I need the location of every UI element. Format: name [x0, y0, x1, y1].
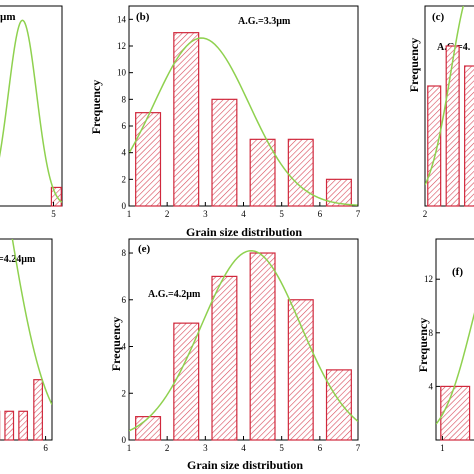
panel-f: (f) Frequency — [416, 266, 463, 372]
panel-f-ytick-label: 4 — [429, 381, 434, 391]
panel-c-label: (c) — [432, 11, 445, 23]
panel-e-bar — [135, 416, 162, 441]
panel-a: µm — [0, 11, 16, 23]
panel-b-ytick-label: 6 — [122, 121, 127, 131]
panel-b-bar — [135, 112, 162, 207]
panel-e-ytick-label: 0 — [122, 435, 127, 445]
panel-e-xtick-label: 6 — [318, 443, 323, 453]
panel-e-xtick-label: 5 — [279, 443, 284, 453]
panel-b-xtick-label: 4 — [241, 209, 246, 219]
panel-d-bar — [18, 410, 29, 441]
panel-b-axes-frame — [128, 5, 359, 207]
panel-e-ytick-label: 2 — [122, 388, 127, 398]
panel-e-xtick-label: 1 — [127, 443, 132, 453]
panel-c-fit-curve — [425, 6, 465, 186]
panel-e-xlabel: Grain size distribution — [187, 458, 303, 472]
panel-d-axes-frame — [0, 238, 53, 441]
panel-d-bar — [4, 410, 15, 441]
panel-b-bar — [287, 138, 314, 207]
panel-e-ytick-label: 8 — [122, 248, 127, 258]
panel-e: (e) A.G.=4.2µm Frequency Grain size dist… — [109, 243, 303, 472]
panel-e-ylabel: Frequency — [109, 317, 123, 371]
panel-b-bar — [211, 98, 238, 207]
panel-d: =4.24µm — [0, 254, 36, 265]
panel-b-xtick-label: 5 — [279, 209, 284, 219]
panel-a-axes-frame — [0, 5, 63, 207]
panel-e-bar — [325, 369, 352, 441]
panel-d-bar — [33, 379, 43, 441]
panel-a-xtick-label: 5 — [51, 209, 56, 219]
panel-e-xtick-label: 4 — [241, 443, 246, 453]
panel-e-bar — [211, 275, 238, 441]
panel-f-ylabel: Frequency — [416, 318, 430, 372]
panel-f-ytick-label: 8 — [429, 328, 434, 338]
panel-e-xtick-label: 7 — [356, 443, 361, 453]
panel-f-label: (f) — [452, 266, 463, 278]
panel-e-label: (e) — [138, 243, 151, 255]
panel-b-annotation: A.G.=3.3µm — [238, 16, 291, 27]
panel-a-annotation: µm — [0, 11, 16, 23]
panel-d-fit-curve — [11, 239, 52, 405]
panel-d-annotation: =4.24µm — [0, 254, 36, 265]
panel-c-bar — [427, 85, 442, 207]
panel-d-xtick-label: 6 — [43, 443, 48, 453]
panel-f-ytick-label: 12 — [424, 274, 433, 284]
panel-b-bar — [173, 32, 200, 207]
panel-b-xtick-label: 7 — [356, 209, 361, 219]
panel-b-ytick-label: 10 — [117, 68, 127, 78]
panel-f-xtick-label: 1 — [440, 443, 445, 453]
panel-b-xtick-label: 2 — [165, 209, 170, 219]
panel-b-xtick-label: 6 — [318, 209, 323, 219]
panel-e-xtick-label: 2 — [165, 443, 170, 453]
panel-b: (b) A.G.=3.3µm Frequency Grain size dist… — [89, 11, 302, 239]
panel-e-fit-curve — [129, 249, 358, 432]
panel-b-xtick-label: 3 — [203, 209, 208, 219]
panel-f-fit-curve — [436, 312, 474, 425]
panel-f-bar — [440, 385, 471, 441]
panel-b-bar — [249, 138, 276, 207]
panel-b-ytick-label: 4 — [122, 148, 127, 158]
panel-e-ytick-label: 4 — [122, 342, 127, 352]
panel-b-ylabel: Frequency — [89, 80, 103, 134]
panel-c-xtick-label: 2 — [423, 209, 428, 219]
panel-e-ytick-label: 6 — [122, 295, 127, 305]
panel-b-ytick-label: 0 — [122, 201, 127, 211]
panel-c-bar — [445, 45, 460, 207]
panel-b-fit-curve — [129, 37, 358, 206]
panel-e-annotation: A.G.=4.2µm — [148, 289, 201, 300]
panel-e-xtick-label: 3 — [203, 443, 208, 453]
panel-b-ytick-label: 14 — [117, 14, 127, 24]
panel-b-ytick-label: 2 — [122, 174, 127, 184]
panel-b-label: (b) — [136, 11, 150, 23]
panel-e-bar — [249, 252, 276, 441]
panel-b-xlabel: Grain size distribution — [186, 225, 302, 239]
panel-e-bar — [287, 299, 314, 441]
panel-a-fit-curve — [0, 19, 62, 203]
panel-c-ylabel: Frequency — [407, 38, 421, 92]
panel-b-ytick-label: 8 — [122, 94, 127, 104]
panel-e-axes-frame — [128, 238, 359, 441]
panel-b-ytick-label: 12 — [117, 41, 126, 51]
panel-b-xtick-label: 1 — [127, 209, 132, 219]
panel-c-bar — [464, 65, 474, 207]
panel-c: (c) A.G.=4. Frequency — [407, 11, 471, 92]
